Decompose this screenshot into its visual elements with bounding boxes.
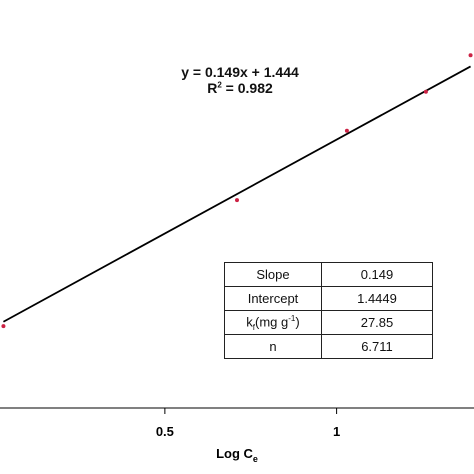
x-tick-label: 0.5 [156, 424, 174, 439]
table-label: n [224, 334, 322, 359]
table-label-kf: kf(mg g-1) [224, 310, 322, 335]
x-axis-label: Log Ce [216, 446, 258, 464]
r-squared-value: = 0.982 [221, 80, 273, 96]
x-tick-label: 1 [333, 424, 340, 439]
x-axis-label-main: Log C [216, 446, 253, 461]
table-row: kf(mg g-1) 27.85 [224, 310, 433, 335]
parameter-table: Slope 0.149 Intercept 1.4449 kf(mg g-1) … [224, 262, 433, 359]
table-row: n 6.711 [224, 334, 433, 359]
table-value: 1.4449 [321, 286, 433, 311]
data-point [1, 324, 6, 329]
data-point [344, 128, 349, 133]
table-row: Intercept 1.4449 [224, 286, 433, 311]
table-value: 6.711 [321, 334, 433, 359]
table-value: 0.149 [321, 262, 433, 287]
data-point [235, 198, 239, 203]
regression-line [3, 65, 471, 323]
table-label: Slope [224, 262, 322, 287]
data-point [468, 53, 473, 58]
x-axis-label-sub: e [253, 454, 258, 464]
x-ticks: 0.5 1 [156, 408, 340, 439]
table-label: Intercept [224, 286, 322, 311]
r-squared: R2 = 0.982 [150, 80, 330, 96]
r-squared-prefix: R [207, 80, 218, 96]
r-squared-superscript: 2 [217, 80, 222, 90]
table-value: 27.85 [321, 310, 433, 335]
regression-equation: y = 0.149x + 1.444 [181, 64, 299, 80]
data-point [423, 89, 428, 94]
data-points [1, 53, 473, 329]
table-row: Slope 0.149 [224, 262, 433, 287]
